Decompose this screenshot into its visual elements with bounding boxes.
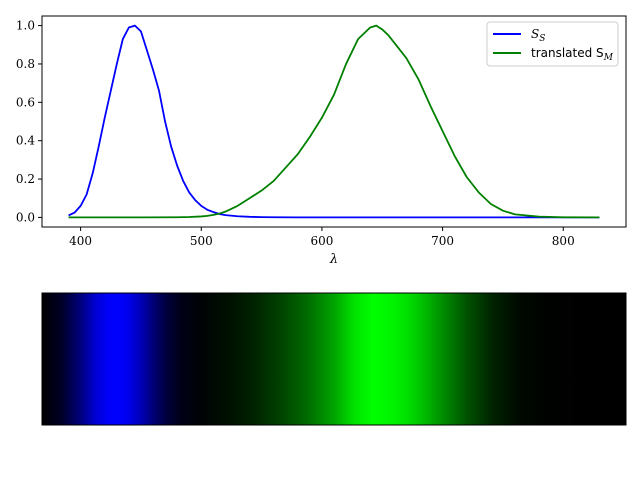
y-tick-label: 1.0 bbox=[16, 19, 35, 33]
legend-label-translated-s-m-main: translated S bbox=[531, 46, 604, 60]
y-tick-label: 0.0 bbox=[16, 210, 35, 224]
series-line-translated-s-m bbox=[68, 24, 600, 219]
x-tick-label: 600 bbox=[310, 234, 333, 248]
x-axis-label: λ bbox=[329, 252, 338, 267]
x-tick-label: 400 bbox=[69, 234, 92, 248]
series-line-s-s bbox=[68, 24, 600, 219]
x-tick-label: 800 bbox=[552, 234, 575, 248]
y-tick-label: 0.4 bbox=[16, 134, 35, 148]
y-tick-label: 0.8 bbox=[16, 57, 35, 71]
y-tick-label: 0.6 bbox=[16, 95, 35, 109]
legend: SS translated SM bbox=[486, 21, 619, 67]
series-layer bbox=[68, 24, 600, 219]
tick-layer: 400 500 600 700 800 0.0 0.2 0.4 0.6 0.8 1.0 bbox=[16, 19, 575, 248]
legend-label-translated-s-m: translated SM bbox=[531, 46, 614, 63]
legend-label-translated-s-m-sub: M bbox=[603, 53, 614, 63]
x-tick-label: 500 bbox=[190, 234, 213, 248]
legend-label-s-s: SS bbox=[531, 27, 545, 44]
legend-label-s-s-sub: S bbox=[539, 34, 545, 44]
spectrum-strip bbox=[41, 292, 627, 426]
plot-frame bbox=[41, 15, 627, 228]
sensitivity-line-chart: 400 500 600 700 800 0.0 0.2 0.4 0.6 0.8 1.0 λ SS t… bbox=[16, 15, 627, 267]
legend-label-s-s-main: S bbox=[531, 27, 539, 41]
x-tick-label: 700 bbox=[431, 234, 454, 248]
spectrum-image bbox=[41, 292, 627, 426]
y-tick-label: 0.2 bbox=[16, 172, 35, 186]
